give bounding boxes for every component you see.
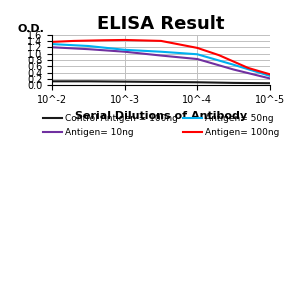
Text: O.D.: O.D. <box>17 23 44 34</box>
Legend: Control Antigen = 100ng, Antigen= 10ng, Antigen= 50ng, Antigen= 100ng: Control Antigen = 100ng, Antigen= 10ng, … <box>39 110 283 141</box>
Title: ELISA Result: ELISA Result <box>97 15 225 33</box>
X-axis label: Serial Dilutions of Antibody: Serial Dilutions of Antibody <box>75 111 247 121</box>
